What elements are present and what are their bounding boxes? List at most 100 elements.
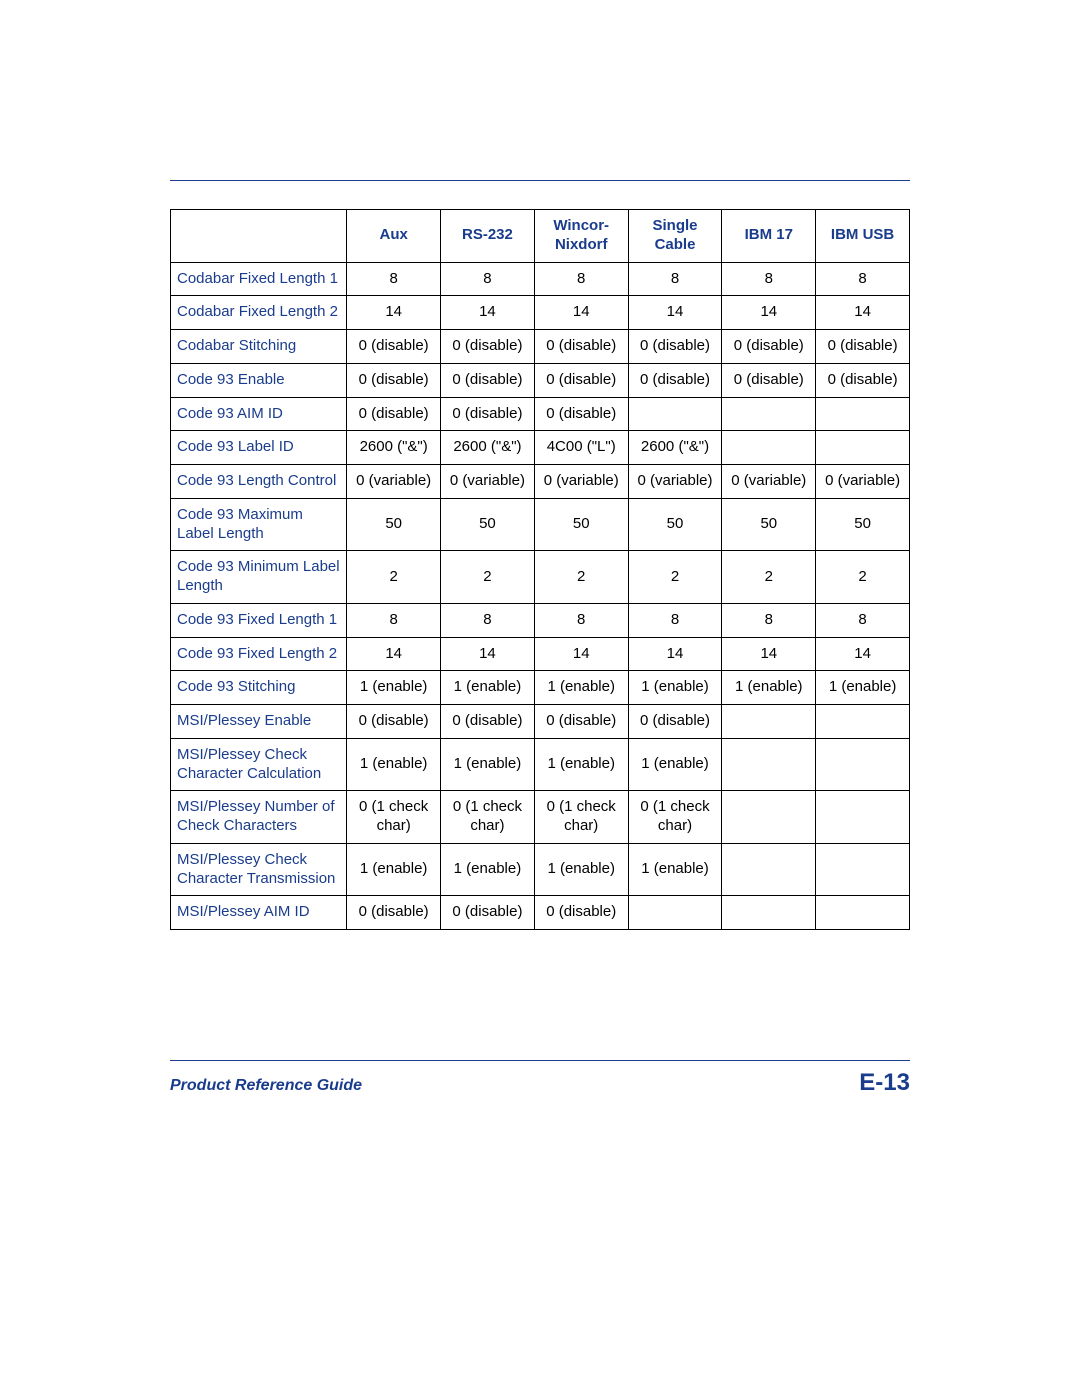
value-cell: 0 (disable)	[441, 705, 535, 739]
value-cell	[722, 738, 816, 791]
value-cell	[816, 431, 910, 465]
value-cell: 0 (1 check char)	[534, 791, 628, 844]
value-cell: 8	[816, 603, 910, 637]
value-cell: 2600 ("&")	[347, 431, 441, 465]
value-cell	[722, 843, 816, 896]
value-cell: 50	[722, 498, 816, 551]
value-cell: 0 (disable)	[816, 330, 910, 364]
value-cell: 2600 ("&")	[628, 431, 722, 465]
table-row: Codabar Stitching0 (disable)0 (disable)0…	[171, 330, 910, 364]
param-cell: Code 93 Length Control	[171, 465, 347, 499]
footer-rule	[170, 1060, 910, 1061]
page: Aux RS-232 Wincor-Nixdorf Single Cable I…	[0, 0, 1080, 1397]
value-cell: 0 (variable)	[441, 465, 535, 499]
table-row: MSI/Plessey AIM ID0 (disable)0 (disable)…	[171, 896, 910, 930]
table-row: Code 93 Stitching1 (enable)1 (enable)1 (…	[171, 671, 910, 705]
value-cell: 0 (variable)	[347, 465, 441, 499]
table-row: Code 93 Fixed Length 2141414141414	[171, 637, 910, 671]
value-cell: 8	[441, 262, 535, 296]
param-cell: Code 93 Fixed Length 2	[171, 637, 347, 671]
value-cell: 0 (disable)	[628, 330, 722, 364]
value-cell: 0 (disable)	[347, 397, 441, 431]
value-cell: 0 (disable)	[534, 363, 628, 397]
value-cell	[816, 791, 910, 844]
param-cell: MSI/Plessey AIM ID	[171, 896, 347, 930]
value-cell	[628, 896, 722, 930]
value-cell: 50	[534, 498, 628, 551]
value-cell: 8	[534, 262, 628, 296]
table-row: Code 93 Length Control0 (variable)0 (var…	[171, 465, 910, 499]
table-row: Codabar Fixed Length 1888888	[171, 262, 910, 296]
value-cell: 0 (1 check char)	[628, 791, 722, 844]
value-cell: 1 (enable)	[628, 738, 722, 791]
value-cell: 0 (variable)	[628, 465, 722, 499]
value-cell: 1 (enable)	[534, 738, 628, 791]
value-cell: 1 (enable)	[628, 671, 722, 705]
value-cell: 2	[816, 551, 910, 604]
param-cell: Code 93 Minimum Label Length	[171, 551, 347, 604]
value-cell: 0 (disable)	[441, 330, 535, 364]
page-number: E-13	[859, 1069, 910, 1097]
value-cell: 0 (disable)	[628, 363, 722, 397]
value-cell: 0 (disable)	[347, 705, 441, 739]
value-cell: 14	[347, 637, 441, 671]
value-cell	[722, 397, 816, 431]
value-cell: 8	[722, 262, 816, 296]
value-cell	[722, 705, 816, 739]
table-row: Code 93 Label ID2600 ("&")2600 ("&")4C00…	[171, 431, 910, 465]
header-blank	[171, 210, 347, 263]
value-cell: 2600 ("&")	[441, 431, 535, 465]
value-cell: 0 (disable)	[628, 705, 722, 739]
value-cell: 0 (disable)	[347, 896, 441, 930]
value-cell: 1 (enable)	[628, 843, 722, 896]
value-cell: 2	[441, 551, 535, 604]
value-cell: 0 (disable)	[534, 705, 628, 739]
table-header: Aux RS-232 Wincor-Nixdorf Single Cable I…	[171, 210, 910, 263]
value-cell: 1 (enable)	[534, 671, 628, 705]
table-row: Code 93 Maximum Label Length505050505050	[171, 498, 910, 551]
table-row: Code 93 Minimum Label Length222222	[171, 551, 910, 604]
value-cell	[722, 791, 816, 844]
value-cell: 0 (disable)	[534, 330, 628, 364]
value-cell: 50	[347, 498, 441, 551]
value-cell: 0 (disable)	[441, 397, 535, 431]
param-cell: Codabar Fixed Length 1	[171, 262, 347, 296]
table-row: Codabar Fixed Length 2141414141414	[171, 296, 910, 330]
param-cell: Code 93 Maximum Label Length	[171, 498, 347, 551]
value-cell: 0 (variable)	[534, 465, 628, 499]
page-footer: Product Reference Guide E-13	[170, 1060, 910, 1097]
param-cell: Code 93 Fixed Length 1	[171, 603, 347, 637]
value-cell: 14	[628, 296, 722, 330]
param-cell: MSI/Plessey Check Character Calculation	[171, 738, 347, 791]
value-cell: 0 (disable)	[441, 896, 535, 930]
value-cell: 0 (disable)	[816, 363, 910, 397]
value-cell: 1 (enable)	[441, 738, 535, 791]
value-cell: 1 (enable)	[347, 738, 441, 791]
value-cell: 14	[722, 296, 816, 330]
value-cell: 1 (enable)	[347, 671, 441, 705]
value-cell	[722, 896, 816, 930]
table-body: Codabar Fixed Length 1888888Codabar Fixe…	[171, 262, 910, 930]
value-cell: 0 (1 check char)	[347, 791, 441, 844]
value-cell: 1 (enable)	[816, 671, 910, 705]
value-cell: 14	[816, 637, 910, 671]
value-cell: 50	[441, 498, 535, 551]
value-cell: 8	[816, 262, 910, 296]
value-cell: 50	[816, 498, 910, 551]
value-cell	[816, 397, 910, 431]
table-row: Code 93 AIM ID0 (disable)0 (disable)0 (d…	[171, 397, 910, 431]
value-cell: 14	[628, 637, 722, 671]
table-row: MSI/Plessey Enable0 (disable)0 (disable)…	[171, 705, 910, 739]
footer-title: Product Reference Guide	[170, 1077, 362, 1095]
value-cell: 1 (enable)	[534, 843, 628, 896]
value-cell	[816, 843, 910, 896]
value-cell: 0 (disable)	[347, 363, 441, 397]
table-row: MSI/Plessey Number of Check Characters0 …	[171, 791, 910, 844]
value-cell: 0 (disable)	[441, 363, 535, 397]
table-row: MSI/Plessey Check Character Transmission…	[171, 843, 910, 896]
value-cell: 2	[628, 551, 722, 604]
value-cell: 14	[441, 637, 535, 671]
header-aux: Aux	[347, 210, 441, 263]
value-cell: 2	[722, 551, 816, 604]
value-cell: 8	[534, 603, 628, 637]
